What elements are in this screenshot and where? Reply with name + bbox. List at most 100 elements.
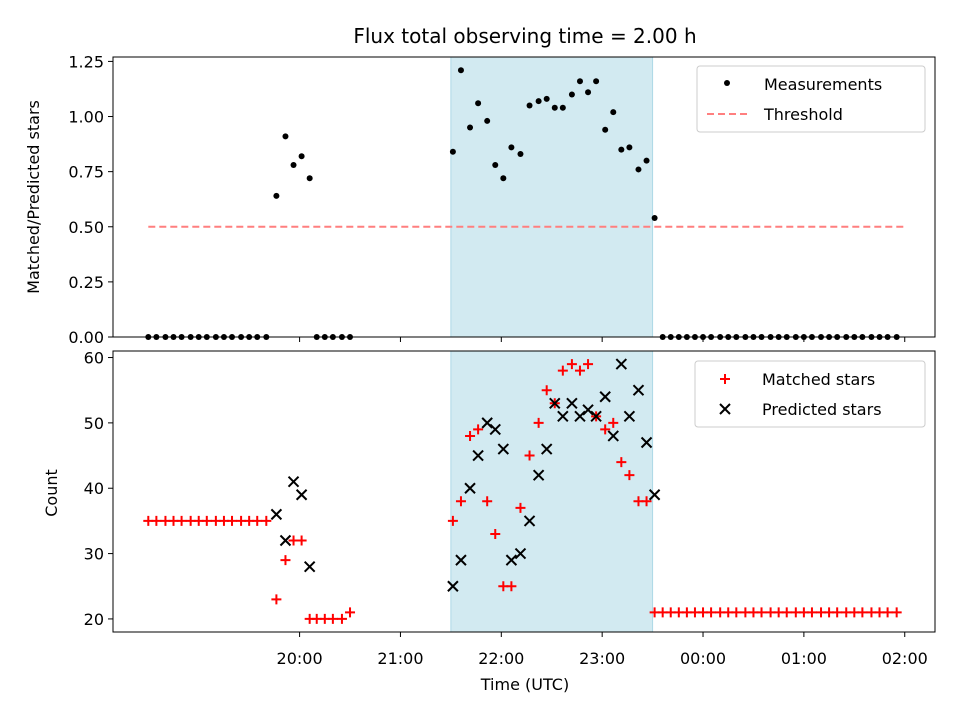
predicted-stars-point — [557, 410, 569, 423]
predicted-stars-point — [599, 391, 611, 403]
predicted-stars-point — [640, 436, 653, 449]
count-y-axis-label: Count — [42, 469, 61, 517]
matched-stars-point — [781, 607, 792, 618]
legend-threshold-label: Threshold — [763, 105, 843, 124]
measurement-point — [585, 89, 592, 96]
x-tick-label: 02:00 — [882, 649, 928, 668]
predicted-stars-point — [295, 489, 308, 501]
chart-title: Flux total observing time = 2.00 h — [353, 24, 696, 48]
matched-stars-point — [271, 594, 282, 605]
matched-stars-point — [600, 424, 611, 435]
y-tick-label: 1.25 — [68, 52, 104, 71]
measurement-point — [492, 162, 499, 169]
predicted-stars-point — [464, 482, 476, 494]
measurement-point — [282, 133, 289, 140]
matched-stars-point — [201, 515, 212, 526]
matched-stars-point — [756, 607, 767, 618]
measurement-point — [643, 157, 650, 164]
x-tick-label: 20:00 — [277, 649, 323, 668]
measurement-point — [568, 91, 575, 98]
measurement-point — [306, 175, 313, 182]
predicted-stars-point — [574, 410, 586, 423]
predicted-stars-point — [287, 475, 300, 488]
measurement-point — [651, 214, 658, 221]
legend-matched-label: Matched stars — [762, 370, 875, 389]
y-tick-label: 0.00 — [68, 328, 104, 347]
predicted-stars-point — [648, 489, 661, 501]
measurement-point — [449, 148, 456, 155]
measurement-point — [626, 144, 633, 151]
matched-stars-point — [533, 417, 544, 428]
predicted-stars-point — [303, 560, 316, 573]
predicted-stars-point — [505, 554, 518, 566]
matched-stars-point — [624, 470, 635, 481]
matched-stars-point — [891, 607, 902, 618]
y-tick-label: 50 — [84, 414, 104, 433]
predicted-stars-point — [270, 508, 283, 521]
matched-stars-point — [557, 365, 568, 376]
count-panel: 20 30 40 50 60 20:00 21:00 22:00 23:00 00:00 01:0… — [42, 349, 936, 668]
measurement-point — [467, 124, 474, 131]
predicted-stars-point — [455, 554, 467, 566]
y-tick-label: 1.00 — [68, 108, 104, 127]
predicted-stars-point — [523, 515, 536, 527]
measurement-point — [484, 117, 491, 124]
measurement-point — [526, 102, 533, 109]
legend-predicted-label: Predicted stars — [762, 400, 882, 419]
predicted-stars-point — [623, 410, 636, 423]
measurement-point — [508, 144, 515, 151]
predicted-stars-point — [540, 443, 553, 455]
predicted-stars-point — [615, 358, 628, 370]
matched-stars-point — [857, 607, 868, 618]
measurement-point — [635, 166, 642, 173]
y-tick-label: 0.50 — [68, 218, 104, 237]
matched-stars-point — [473, 424, 484, 435]
measurement-point — [475, 100, 482, 107]
measurement-point — [618, 146, 625, 153]
y-tick-label: 0.75 — [68, 163, 104, 182]
predicted-stars-point — [472, 449, 484, 462]
matched-stars-point — [176, 515, 187, 526]
measurement-point — [457, 67, 464, 74]
measurement-point — [610, 109, 617, 116]
predicted-stars-point — [497, 443, 510, 455]
predicted-stars-point — [447, 580, 459, 592]
measurement-point — [517, 151, 524, 158]
ratio-panel: 0.00 0.25 0.50 0.75 1.00 1.25 Matched/Predict… — [24, 52, 936, 347]
measurement-point — [593, 78, 600, 85]
predicted-stars-point — [489, 423, 501, 436]
x-tick-label: 23:00 — [579, 649, 625, 668]
measurement-point — [576, 78, 583, 85]
matched-stars-point — [515, 502, 526, 513]
matched-stars-point — [336, 613, 347, 624]
count-panel-frame — [112, 350, 936, 633]
predicted-stars-point — [632, 384, 645, 396]
predicted-stars-point — [590, 410, 602, 423]
ratio-legend: Measurements Threshold — [696, 65, 926, 133]
measurement-point — [551, 104, 558, 111]
legend-box — [696, 65, 926, 133]
matched-stars-point — [641, 496, 652, 507]
x-tick-label: 21:00 — [377, 649, 423, 668]
matched-stars-point — [706, 607, 717, 618]
predicted-stars-point — [566, 397, 578, 409]
measurement-point — [298, 153, 305, 160]
predicted-stars-point — [549, 397, 561, 409]
matched-stars-point — [806, 607, 817, 618]
matched-stars-point — [541, 385, 552, 396]
matched-stars-point — [490, 528, 501, 539]
observing-window-band — [450, 350, 654, 633]
matched-stars-point — [616, 457, 627, 468]
predicted-stars-point — [532, 469, 545, 481]
matched-stars-point — [252, 515, 263, 526]
legend-measurements-label: Measurements — [764, 75, 882, 94]
predicted-stars-point — [514, 547, 527, 560]
legend-matched-marker — [720, 374, 730, 384]
legend-predicted-marker — [719, 403, 731, 415]
matched-stars-point — [327, 613, 338, 624]
measurement-point — [273, 192, 280, 199]
observing-window-band — [450, 56, 654, 338]
y-tick-label: 30 — [84, 545, 104, 564]
x-tick-label: 00:00 — [680, 649, 726, 668]
matched-stars-point — [832, 607, 843, 618]
